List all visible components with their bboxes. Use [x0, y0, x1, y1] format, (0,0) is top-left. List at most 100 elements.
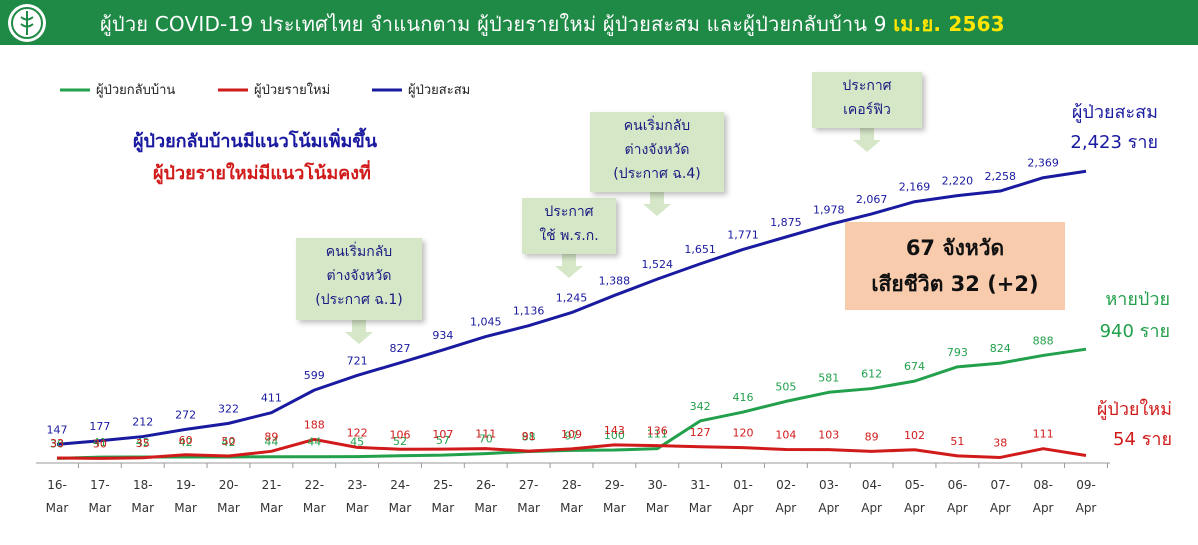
data-label: 107 — [432, 428, 453, 441]
x-tick-label: Mar — [432, 501, 455, 515]
data-label: 44 — [307, 436, 321, 449]
callout-emergency-decree: ประกาศ ใช้ พ.ร.ก. — [522, 198, 616, 254]
data-label: 91 — [522, 430, 536, 443]
data-label: 42 — [222, 436, 236, 449]
x-tick-label: 22- — [304, 478, 324, 492]
data-label: 188 — [304, 418, 325, 431]
x-tick-label: 28- — [562, 478, 582, 492]
x-tick-label: Mar — [217, 501, 240, 515]
x-tick-label: Apr — [1033, 501, 1054, 515]
x-tick-label: 24- — [390, 478, 410, 492]
data-label: 111 — [475, 428, 496, 441]
data-label: 50 — [222, 435, 236, 448]
x-tick-label: Mar — [689, 501, 712, 515]
data-label: 45 — [350, 436, 364, 449]
x-tick-label: Mar — [89, 501, 112, 515]
x-tick-label: 31- — [690, 478, 710, 492]
data-label: 793 — [947, 346, 968, 359]
data-label: 721 — [347, 354, 368, 367]
legend-entry: ผู้ป่วยสะสม — [408, 83, 470, 98]
x-tick-label: 04- — [862, 478, 882, 492]
chart-legend: ผู้ป่วยกลับบ้าน ผู้ป่วยรายใหม่ ผู้ป่วยสะสม — [60, 82, 470, 98]
page-title: ผู้ป่วย COVID-19 ประเทศไทย จำแนกตาม ผู้ป… — [100, 12, 1005, 36]
x-tick-label: 09- — [1076, 478, 1096, 492]
data-label: 52 — [393, 435, 407, 448]
data-label: 1,651 — [684, 243, 716, 256]
data-label: 2,258 — [985, 170, 1017, 183]
data-label: 1,388 — [599, 274, 631, 287]
data-label: 89 — [865, 430, 879, 443]
data-label: 127 — [690, 426, 711, 439]
data-label: 100 — [604, 429, 625, 442]
callout-arrow-1 — [345, 318, 373, 344]
data-label: 1,245 — [556, 292, 588, 305]
x-tick-label: Mar — [46, 501, 69, 515]
data-label: 51 — [950, 435, 964, 448]
callout-arrow-3 — [643, 190, 671, 216]
data-label: 33 — [50, 437, 64, 450]
x-tick-label: 02- — [776, 478, 796, 492]
x-tick-label: Apr — [733, 501, 754, 515]
x-tick-label: 29- — [605, 478, 625, 492]
provinces-count: 67 จังหวัด — [905, 236, 1005, 260]
x-tick-label: Mar — [517, 501, 540, 515]
data-label: 102 — [904, 429, 925, 442]
data-label: 42 — [136, 436, 150, 449]
data-label: 120 — [733, 427, 754, 440]
callout-arrow-2 — [555, 252, 583, 278]
x-tick-label: Apr — [1076, 501, 1097, 515]
cumulative-label: ผู้ป่วยสะสม 2,423 ราย — [1070, 102, 1158, 153]
series-line-2 — [56, 169, 1087, 446]
data-label: 88 — [522, 430, 536, 443]
data-label: 1,524 — [642, 258, 674, 271]
data-label: 1,045 — [470, 316, 502, 329]
x-tick-label: 20- — [219, 478, 239, 492]
data-label: 70 — [479, 433, 493, 446]
data-label: 106 — [390, 428, 411, 441]
data-label: 505 — [775, 380, 796, 393]
x-tick-label: 05- — [905, 478, 925, 492]
header-bar: ผู้ป่วย COVID-19 ประเทศไทย จำแนกตาม ผู้ป… — [0, 0, 1198, 45]
data-label: 111 — [647, 428, 668, 441]
data-label: 416 — [733, 391, 754, 404]
data-label: 824 — [990, 342, 1011, 355]
x-tick-label: 27- — [519, 478, 539, 492]
legend-entry: ผู้ป่วยรายใหม่ — [254, 82, 330, 98]
data-label: 827 — [390, 342, 411, 355]
data-label: 411 — [261, 392, 282, 405]
x-tick-label: Apr — [990, 501, 1011, 515]
summary-stat-box: 67 จังหวัด เสียชีวิต 32 (+2) — [845, 222, 1065, 310]
data-label: 143 — [604, 424, 625, 437]
x-tick-label: Mar — [346, 501, 369, 515]
x-tick-label: 26- — [476, 478, 496, 492]
data-label: 934 — [432, 329, 453, 342]
data-label: 109 — [561, 428, 582, 441]
data-label: 581 — [818, 371, 839, 384]
data-label: 30 — [93, 437, 107, 450]
data-label: 136 — [647, 425, 668, 438]
x-tick-label: Apr — [947, 501, 968, 515]
data-label: 2,067 — [856, 193, 888, 206]
x-tick-label: Apr — [904, 501, 925, 515]
series-line-1 — [56, 437, 1087, 460]
title-date: เม.ย. 2563 — [893, 12, 1005, 36]
trend-message-new: ผู้ป่วยรายใหม่มีแนวโน้มคงที่ — [153, 163, 371, 184]
deaths-count: เสียชีวิต 32 (+2) — [871, 272, 1039, 296]
x-tick-label: 08- — [1033, 478, 1053, 492]
x-tick-label: Mar — [560, 501, 583, 515]
x-tick-label: Apr — [861, 501, 882, 515]
data-label: 2,220 — [942, 175, 974, 188]
x-tick-label: Apr — [818, 501, 839, 515]
x-tick-label: Mar — [646, 501, 669, 515]
x-tick-label: Mar — [131, 501, 154, 515]
data-label: 41 — [93, 436, 107, 449]
data-label: 111 — [1033, 428, 1054, 441]
data-label: 57 — [436, 434, 450, 447]
x-tick-label: Mar — [474, 501, 497, 515]
data-label: 30 — [50, 437, 64, 450]
plot-area: 16- Mar 17- Mar 18- Mar 19- Mar 20- Mar 21- Mar 22- M… — [36, 126, 1110, 515]
data-label: 122 — [347, 426, 368, 439]
callout-fourth-announcement: คนเริ่มกลับ ต่างจังหวัด (ประกาศ ฉ.4) — [590, 112, 724, 192]
x-tick-label: 30- — [647, 478, 667, 492]
data-label: 44 — [264, 436, 278, 449]
